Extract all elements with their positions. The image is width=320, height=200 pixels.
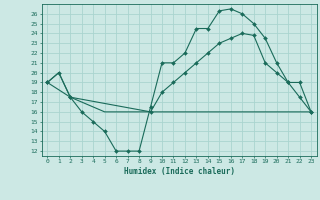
X-axis label: Humidex (Indice chaleur): Humidex (Indice chaleur) xyxy=(124,167,235,176)
